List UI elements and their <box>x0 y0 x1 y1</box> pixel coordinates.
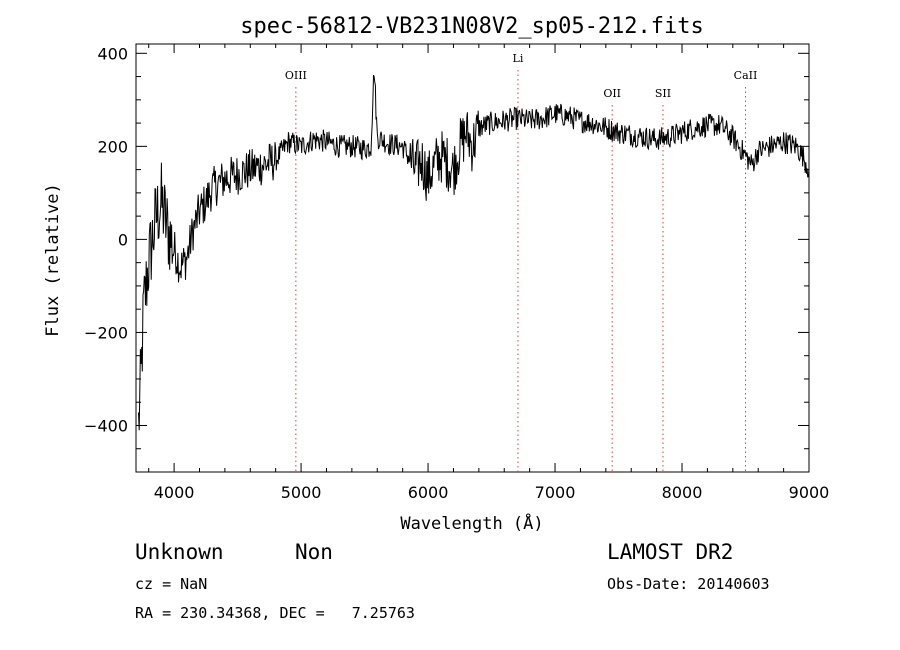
obs-date: Obs-Date: 20140603 <box>607 575 770 593</box>
x-tick-label: 9000 <box>789 483 830 502</box>
coordinates: RA = 230.34368, DEC = 7.25763 <box>135 604 415 622</box>
spectrum-line <box>138 74 810 431</box>
line-marker-label: Li <box>513 52 524 65</box>
y-axis-label: Flux (relative) <box>43 183 63 337</box>
line-marker-label: OII <box>603 87 621 100</box>
line-marker-label: CaII <box>734 69 758 82</box>
x-tick-label: 6000 <box>408 483 449 502</box>
object-subclass: Non <box>295 540 333 564</box>
object-type: Unknown <box>135 540 224 564</box>
y-tick-label: 400 <box>97 44 128 63</box>
x-tick-label: 8000 <box>662 483 703 502</box>
x-tick-label: 5000 <box>281 483 322 502</box>
x-axis: 4000 5000 6000 7000 8000 9000 <box>148 44 830 502</box>
plot-frame <box>135 43 810 473</box>
y-tick-label: −200 <box>84 323 128 342</box>
chart-title: spec-56812-VB231N08V2_sp05-212.fits <box>240 14 704 39</box>
y-axis: −400 −200 0 200 400 <box>84 44 809 473</box>
line-marker-label: OIII <box>285 69 307 82</box>
x-tick-label: 7000 <box>535 483 576 502</box>
line-marker-label: SII <box>655 87 671 100</box>
line-markers: OIII Li OII SII CaII <box>285 52 758 472</box>
y-tick-label: 200 <box>97 137 128 156</box>
x-axis-label: Wavelength (Å) <box>400 512 543 534</box>
y-tick-label: −400 <box>84 416 128 435</box>
y-tick-label: 0 <box>118 230 128 249</box>
cz-value: cz = NaN <box>135 575 208 593</box>
x-tick-label: 4000 <box>154 483 195 502</box>
survey-name: LAMOST DR2 <box>607 540 734 564</box>
